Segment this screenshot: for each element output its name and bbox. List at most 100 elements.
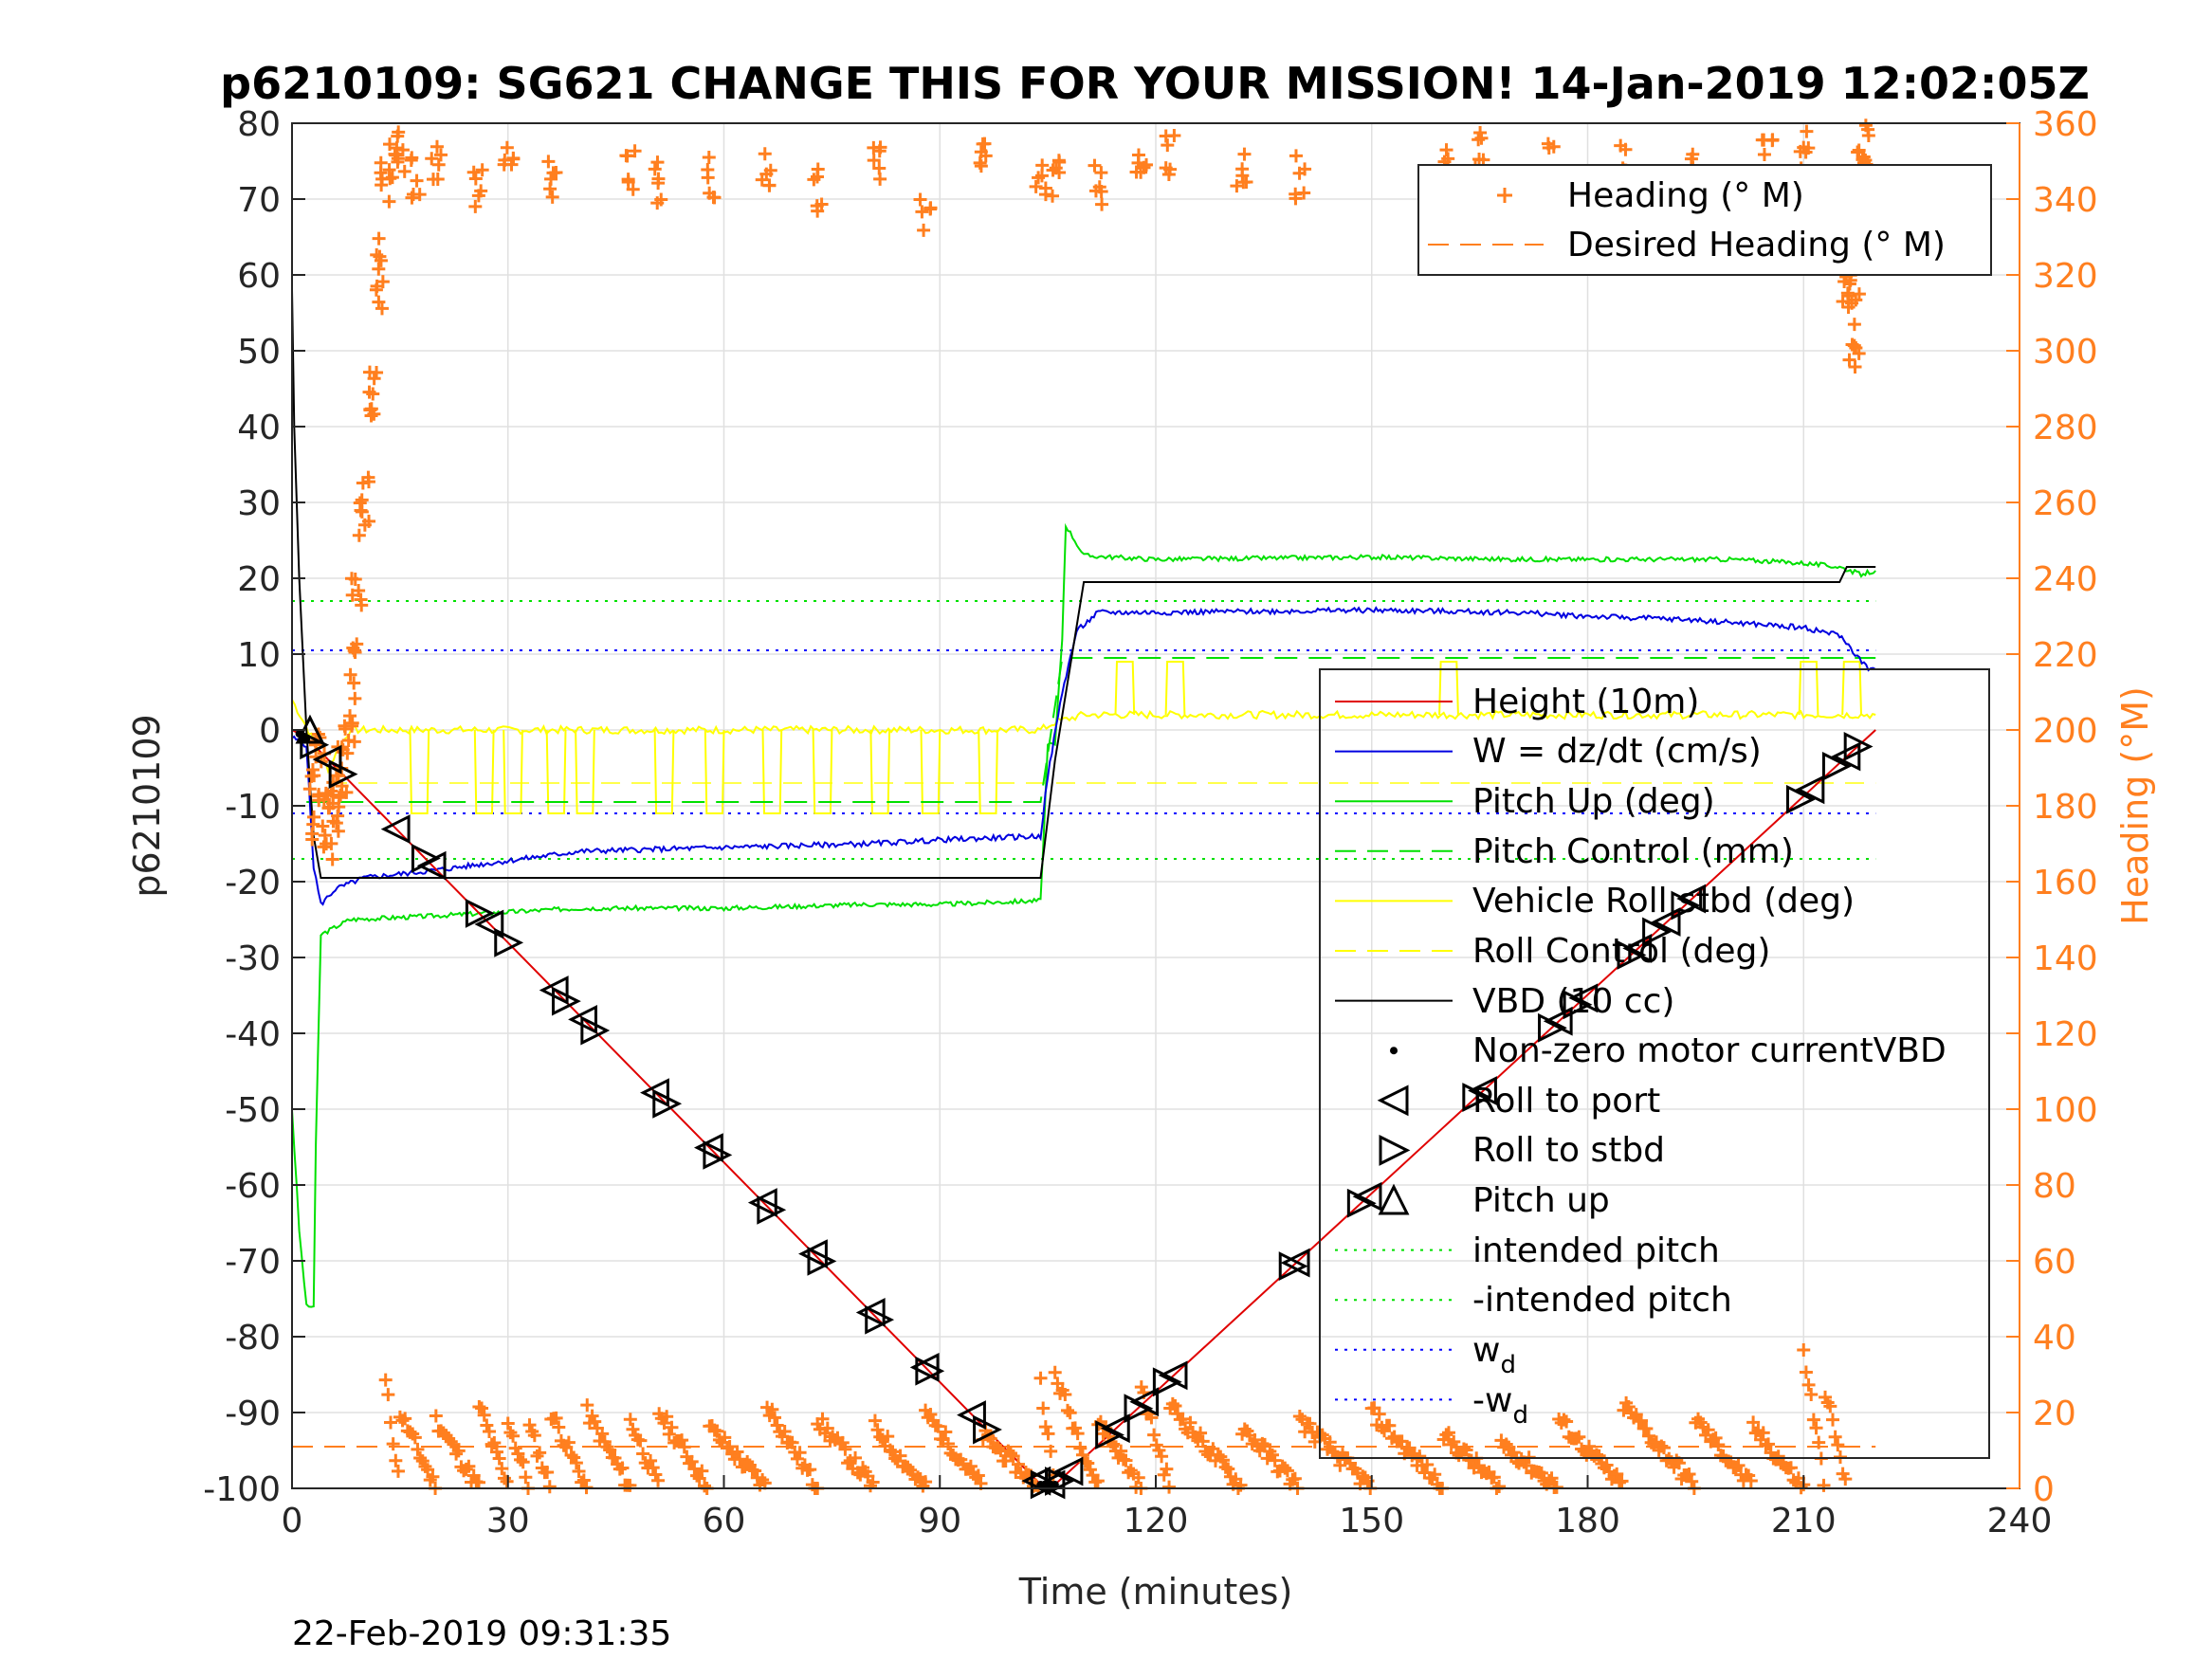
heading-point [1582, 1439, 1597, 1453]
x-tick-label: 120 [1124, 1502, 1189, 1540]
heading-point [1094, 184, 1108, 198]
heading-point [685, 1454, 699, 1468]
roll-marker [312, 744, 342, 775]
roll-marker [380, 814, 411, 844]
heading-point [1159, 129, 1173, 143]
heading-point [425, 152, 439, 166]
heading-point [395, 143, 410, 157]
heading-point [475, 163, 489, 177]
heading-point [480, 1418, 494, 1432]
heading-point [838, 1442, 852, 1456]
vbd-motor-dot [1044, 1481, 1052, 1488]
heading-point [1160, 1462, 1174, 1476]
heading-point [1372, 1407, 1386, 1421]
heading-point [540, 1466, 555, 1480]
roll-marker [1622, 933, 1653, 963]
heading-point [644, 1453, 658, 1468]
roll-marker [1651, 907, 1681, 937]
legend-label: Roll to stbd [1472, 1131, 1665, 1170]
y-tick-label: -20 [225, 864, 281, 902]
heading-point [1499, 1437, 1513, 1451]
heading-point [777, 1424, 792, 1438]
heading-point [1639, 1422, 1654, 1436]
roll-marker [1671, 890, 1701, 921]
heading-point [1258, 1437, 1272, 1451]
heading-point [1041, 1427, 1055, 1441]
legend-swatch [1497, 188, 1512, 203]
heading-point [1856, 150, 1871, 164]
heading-point [372, 295, 386, 309]
heading-point [497, 1471, 511, 1486]
heading-point [820, 1421, 834, 1435]
heading-point [917, 223, 931, 237]
heading-point [1545, 1471, 1559, 1486]
heading-point [408, 1431, 422, 1445]
pitch-control-line [306, 657, 1876, 803]
heading-point [1847, 338, 1861, 353]
heading-point [1731, 1458, 1746, 1472]
heading-point [1635, 1413, 1649, 1428]
heading-point [522, 1418, 537, 1432]
x-tick-label: 0 [282, 1502, 303, 1540]
heading-point [1572, 1430, 1586, 1444]
heading-point [1762, 1437, 1776, 1451]
heading-point [1569, 1431, 1583, 1446]
heading-point [1744, 1474, 1758, 1488]
roll-spike [1164, 661, 1186, 716]
heading-point [886, 1445, 900, 1459]
heading-point [677, 1440, 691, 1454]
roll-marker [909, 1352, 940, 1382]
heading-point [506, 1429, 521, 1443]
heading-point [793, 1446, 807, 1460]
heading-point [1685, 1474, 1699, 1488]
heading-point [1842, 353, 1856, 367]
heading-point [426, 1469, 440, 1484]
heading-point [608, 1451, 622, 1466]
y2-tick-label: 0 [2033, 1470, 2055, 1509]
heading-point [1507, 1446, 1521, 1460]
roll-marker [1462, 1083, 1492, 1112]
heading-point [430, 139, 444, 154]
roll-marker [757, 1194, 787, 1225]
heading-point [998, 1453, 1013, 1468]
legend-label: Pitch up [1472, 1181, 1610, 1220]
heading-point [893, 1449, 907, 1463]
roll-spike [812, 729, 833, 814]
heading-point [500, 140, 514, 155]
heading-point [1799, 1365, 1813, 1379]
roll-marker [1346, 1188, 1377, 1218]
heading-point [1303, 1416, 1317, 1431]
heading-point [501, 1416, 515, 1431]
y2-tick-label: 180 [2033, 788, 2098, 827]
heading-point [561, 1435, 576, 1449]
heading-point [1831, 1438, 1845, 1452]
heading-point [391, 152, 405, 166]
roll-marker [416, 850, 447, 881]
heading-point [329, 816, 343, 830]
heading-point [662, 1427, 676, 1441]
roll-spike [978, 729, 998, 814]
roll-spike [575, 729, 595, 814]
heading-point [803, 1463, 817, 1477]
roll-marker [1030, 1469, 1060, 1500]
heading-point [430, 173, 445, 187]
heading-point [1063, 1406, 1077, 1420]
heading-point [648, 162, 662, 176]
heading-point [1826, 1413, 1839, 1427]
heading-point [628, 144, 642, 158]
roll-marker [1676, 884, 1707, 914]
heading-point [353, 496, 367, 510]
heading-point [1221, 1462, 1235, 1476]
heading-point [807, 173, 821, 187]
heading-point [389, 1453, 403, 1468]
legend-label: Pitch Up (deg) [1472, 782, 1715, 821]
heading-point [1048, 1365, 1062, 1379]
heading-point [397, 164, 411, 178]
heading-point [1161, 138, 1175, 153]
heading-point [1052, 165, 1067, 179]
heading-point [1088, 158, 1102, 173]
heading-point [1061, 1403, 1074, 1417]
heading-point [1168, 1398, 1182, 1413]
roll-marker [1538, 1012, 1567, 1043]
heading-point [1783, 1461, 1798, 1475]
